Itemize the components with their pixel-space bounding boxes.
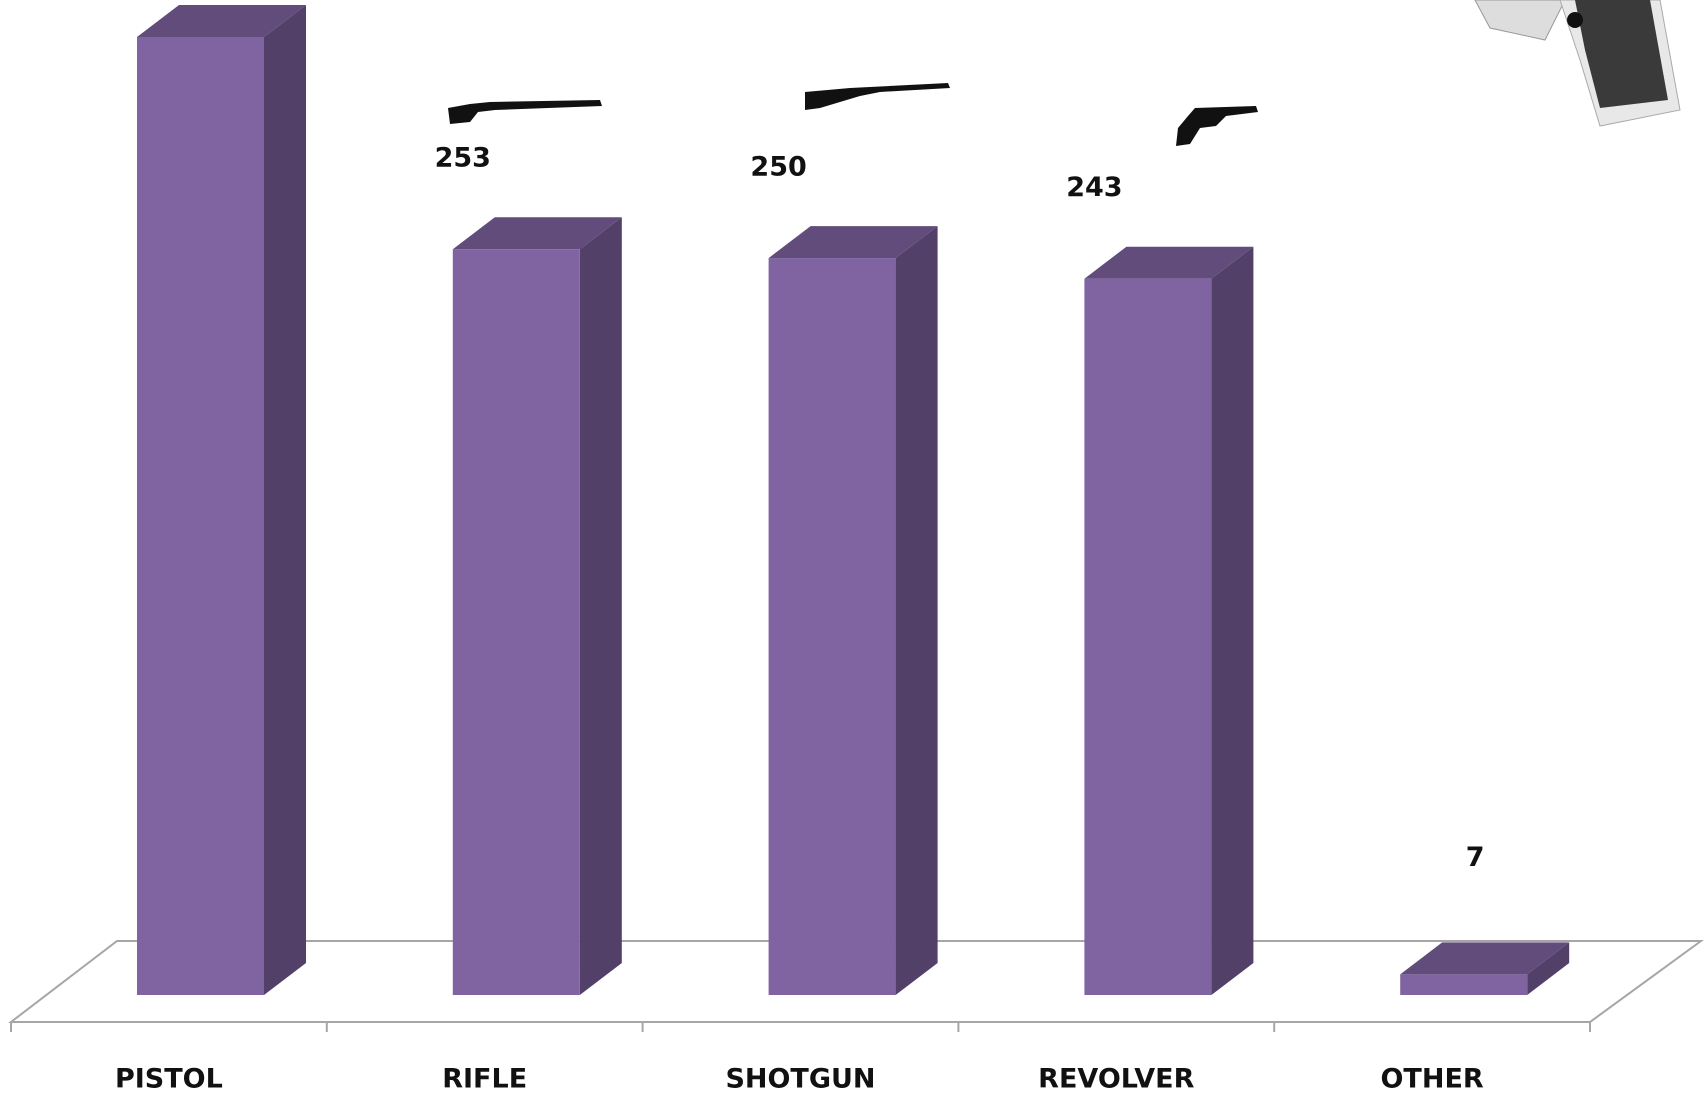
- shotgun-icon: [805, 83, 950, 110]
- rifle-icon: [448, 100, 602, 124]
- x-tick-label: SHOTGUN: [725, 1064, 875, 1095]
- x-tick-label: PISTOL: [115, 1064, 223, 1095]
- pistol-image: [1474, 0, 1681, 127]
- bar-top: [452, 217, 622, 250]
- bar-side: [1527, 942, 1570, 995]
- bar: [1084, 278, 1212, 995]
- bar: [452, 249, 580, 996]
- x-tick-label: OTHER: [1380, 1064, 1483, 1095]
- bar-side: [895, 226, 938, 996]
- bar-top: [137, 5, 306, 37]
- x-tick-label: REVOLVER: [1038, 1064, 1194, 1095]
- revolver-icon: [1176, 106, 1258, 146]
- bar-side: [264, 5, 306, 995]
- bar: [137, 37, 264, 995]
- bar: [1400, 974, 1528, 995]
- value-label: 7: [1466, 842, 1485, 873]
- bar-side: [579, 217, 622, 996]
- value-label: 253: [435, 143, 491, 174]
- bar-side: [1211, 246, 1254, 996]
- value-label: 250: [750, 152, 806, 183]
- bar-top: [1400, 942, 1570, 975]
- bar-top: [1084, 246, 1254, 279]
- x-tick-label: RIFLE: [442, 1064, 527, 1095]
- bar-top: [768, 226, 938, 259]
- bar: [768, 258, 896, 996]
- value-label: 243: [1066, 172, 1122, 203]
- floor: [8, 940, 1704, 1023]
